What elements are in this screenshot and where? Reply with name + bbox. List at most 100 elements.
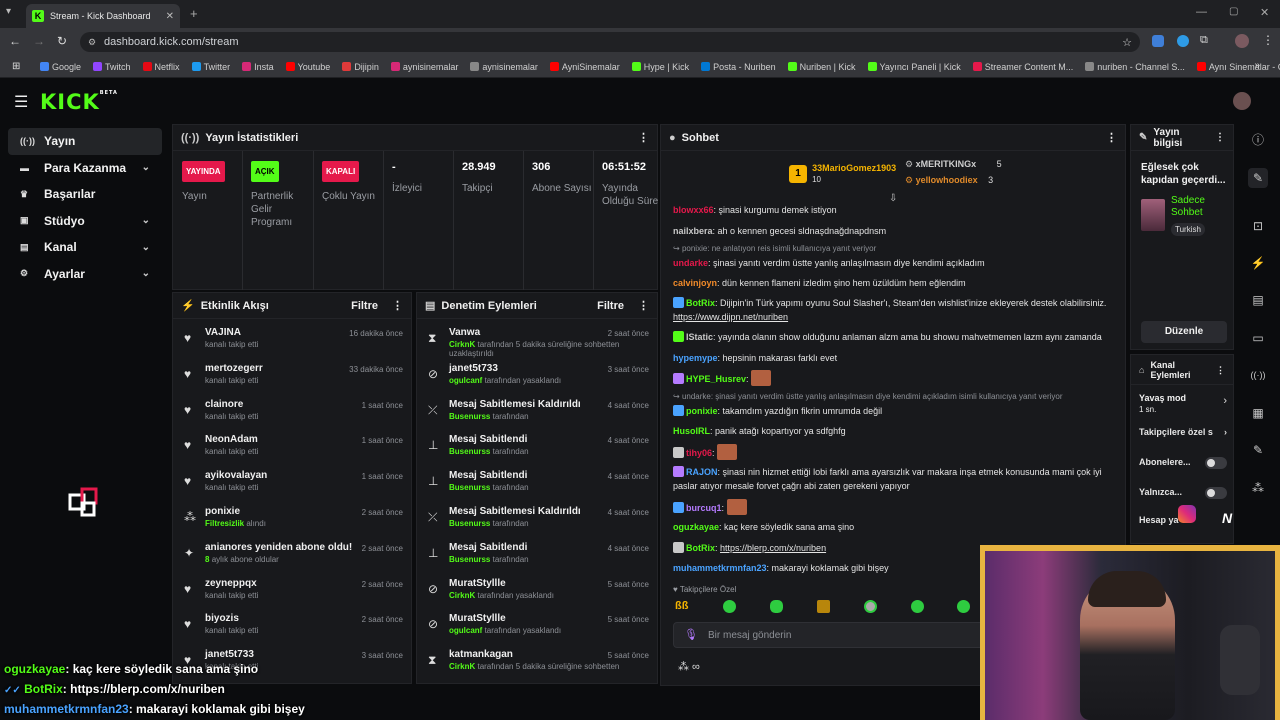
emote-green-1-icon[interactable] — [723, 600, 736, 613]
chat-username[interactable]: tihy06 — [686, 448, 713, 458]
list-item-user[interactable]: Busenurss — [449, 483, 491, 493]
bookmark-item[interactable]: Twitch — [93, 62, 131, 72]
edit-icon[interactable]: ✎ — [1248, 168, 1268, 188]
bookmark-item[interactable]: Netflix — [142, 62, 180, 72]
chat-message[interactable]: RAJON: şinasi nin hizmet ettiği lobi far… — [673, 466, 1102, 491]
bolt-icon[interactable]: ⚡ — [1250, 256, 1266, 270]
list-item-user[interactable]: Busenurss — [449, 554, 491, 564]
sidebar-item-2[interactable]: ♛ Başarılar — [8, 181, 162, 208]
tab-list-icon[interactable]: ▾ — [6, 6, 12, 17]
kick-logo[interactable]: KICKBETA — [40, 90, 118, 114]
list-item[interactable]: ⊥ Mesaj Sabitlendi Busenurss tarafından 4 s… — [417, 466, 657, 502]
chat-username[interactable]: HusoIRL — [673, 426, 710, 436]
list-item-user[interactable]: Filtresizlik — [205, 518, 245, 528]
profile-avatar-icon[interactable] — [1235, 34, 1249, 48]
list-item-user[interactable]: ogulcanf — [449, 626, 483, 636]
chat-message[interactable]: burcuq1: — [673, 499, 1118, 515]
bookmark-item[interactable]: Youtube — [285, 62, 330, 72]
only-row[interactable]: Yalnızca... — [1139, 487, 1227, 499]
chat-username[interactable]: muhammetkrmnfan23 — [673, 563, 767, 573]
list-item[interactable]: ♥ ayikovalayan kanalı takip etti 1 saat önc… — [173, 466, 411, 502]
moderation-rail-icon[interactable]: ▦ — [1252, 406, 1264, 420]
bookmark-item[interactable]: Yayıncı Paneli | Kick — [867, 62, 961, 72]
list-item[interactable]: ♥ mertozegerr kanalı takip etti 33 dakika ö… — [173, 359, 411, 395]
chat-username[interactable]: oguzkayae — [673, 522, 720, 532]
chat-settings-icon[interactable]: ⁂ ∞ — [678, 661, 700, 673]
list-item[interactable]: ⧗ Vanwa CirknK tarafından 5 dakika süreliğ… — [417, 323, 657, 359]
chat-message[interactable]: tihy06: — [673, 444, 1118, 460]
sidebar-item-3[interactable]: ▣ Stüdyo ⌄ — [8, 208, 162, 235]
tab-close-icon[interactable]: ✕ — [165, 10, 174, 22]
chat-username[interactable]: ponixie — [686, 406, 718, 416]
list-item[interactable]: ⊘ MuratStyllle CirknK tarafından yasakland… — [417, 574, 657, 610]
chat-message[interactable]: oguzkayae: kaç kere söyledik sana ama şi… — [673, 522, 855, 532]
new-tab-icon[interactable]: + — [190, 6, 198, 21]
chat-username[interactable]: burcuq1 — [686, 503, 722, 513]
bookmark-item[interactable]: Google — [40, 62, 81, 72]
list-item[interactable]: ♥ clainore kanalı takip etti 1 saat önce — [173, 395, 411, 431]
list-item[interactable]: ⧗ katmankagan CirknK tarafından 5 dakika s… — [417, 645, 657, 681]
extension-blue-icon[interactable] — [1177, 35, 1189, 47]
list-item[interactable]: ⊥ Mesaj Sabitlendi Busenurss tarafından 4 s… — [417, 538, 657, 574]
moderation-more-icon[interactable]: ⋮ — [638, 300, 649, 312]
activity-more-icon[interactable]: ⋮ — [392, 300, 403, 312]
chat-username[interactable]: blowxx66 — [673, 205, 714, 215]
bookmark-item[interactable]: Insta — [242, 62, 274, 72]
followers-only-row[interactable]: Takipçilere özel s › — [1139, 427, 1227, 437]
chat-message[interactable]: muhammetkrmnfan23: makarayi koklamak gib… — [673, 563, 889, 573]
bookmark-item[interactable]: aynisinemalar — [390, 62, 458, 72]
chat-message[interactable]: IStatic: yayında olanın show olduğunu an… — [673, 330, 1118, 344]
bookmark-item[interactable]: Streamer Content M... — [972, 62, 1073, 72]
user-avatar[interactable] — [1233, 92, 1251, 110]
chat-input[interactable]: 🎙 Bir mesaj gönderin — [673, 622, 1113, 648]
chat-message[interactable]: HusoIRL: panik atağı kopartıyor ya sdfgh… — [673, 426, 846, 436]
activity-filter-button[interactable]: Filtre — [351, 299, 378, 312]
list-item-user[interactable]: CirknK — [449, 340, 476, 349]
back-icon[interactable]: ← — [9, 34, 21, 48]
chat-username[interactable]: undarke — [673, 258, 709, 268]
mic-icon[interactable]: 🎙 — [684, 629, 698, 641]
chat-message[interactable]: HYPE_Husrev: — [673, 370, 1118, 386]
bookmark-star-icon[interactable]: ☆ — [1122, 36, 1132, 49]
chat-username[interactable]: RAJON — [686, 467, 718, 477]
chat-message[interactable]: hypemype: hepsinin makarası farklı evet — [673, 353, 838, 363]
maximize-icon[interactable]: ▢ — [1229, 6, 1239, 17]
bookmark-item[interactable]: Twitter — [191, 62, 230, 72]
list-item-user[interactable]: ogulcanf — [449, 375, 483, 385]
bookmark-item[interactable]: Aynı Sinemalar - Ça... — [1196, 62, 1280, 72]
site-info-icon[interactable]: ⚙ — [88, 36, 97, 47]
sidebar-item-5[interactable]: ⚙ Ayarlar ⌄ — [8, 261, 162, 288]
emote-face-icon[interactable] — [864, 600, 877, 613]
info-icon[interactable]: ⓘ — [1251, 133, 1264, 147]
top-gifter-1[interactable]: 1 33MarioGomez1903 10 — [789, 163, 896, 185]
more-bookmarks-icon[interactable]: » — [1254, 60, 1260, 71]
chat-link[interactable]: https://blerp.com/x/nuriben — [720, 543, 827, 553]
moderation-filter-button[interactable]: Filtre — [597, 299, 624, 312]
account-row[interactable]: Hesap ya — [1139, 515, 1227, 525]
bookmark-item[interactable]: Dijipin — [342, 62, 379, 72]
emote-box-icon[interactable] — [817, 600, 830, 613]
list-item[interactable]: ♥ NeonAdam kanalı takip etti 1 saat önce — [173, 430, 411, 466]
extensions-puzzle-icon[interactable]: ⧉ — [1200, 34, 1208, 46]
chat-username[interactable]: hypemype — [673, 353, 718, 363]
chat-username[interactable]: BotRix — [686, 298, 715, 308]
bookmark-item[interactable]: Nuriben | Kick — [787, 62, 856, 72]
emote-bb-icon[interactable]: ßß — [675, 600, 689, 612]
chat-message[interactable]: calvinjoyn: dün kennen flameni izledim ş… — [673, 278, 966, 288]
stats-more-icon[interactable]: ⋮ — [638, 132, 649, 144]
top-gifter-2[interactable]: ⚙ xMERITKINGx 5 — [905, 159, 1002, 170]
chat-username[interactable]: calvinjoyn — [673, 278, 718, 288]
capture-icon[interactable]: ⊡ — [1252, 219, 1264, 233]
chat-link[interactable]: https://www.dijpn.net/nuriben — [673, 312, 789, 322]
chat-message[interactable]: nailxbera: ah o kennen gecesi sldnaşdnağ… — [673, 226, 887, 236]
chat-message[interactable]: BotRix: Dijipin'in Türk yapımı oyunu Sou… — [673, 297, 1107, 322]
chat-icon[interactable]: ▭ — [1252, 331, 1264, 345]
chat-username[interactable]: IStatic — [686, 332, 714, 342]
list-item[interactable]: ⤫ Mesaj Sabitlemesi Kaldırıldı Busenurss t… — [417, 502, 657, 538]
top-gifter-3[interactable]: ⚙ yellowhoodiex 3 — [905, 175, 993, 186]
emote-green-4-icon[interactable] — [957, 600, 970, 613]
list-item-user[interactable]: CirknK — [449, 662, 476, 672]
list-item[interactable]: ♥ janet5t733 kanalı takip etti 3 saat önce — [173, 645, 411, 681]
list-item[interactable]: ♥ zeyneppqx kanalı takip etti 2 saat önce — [173, 574, 411, 610]
broadcast-rail-icon[interactable]: ((·)) — [1250, 370, 1266, 380]
